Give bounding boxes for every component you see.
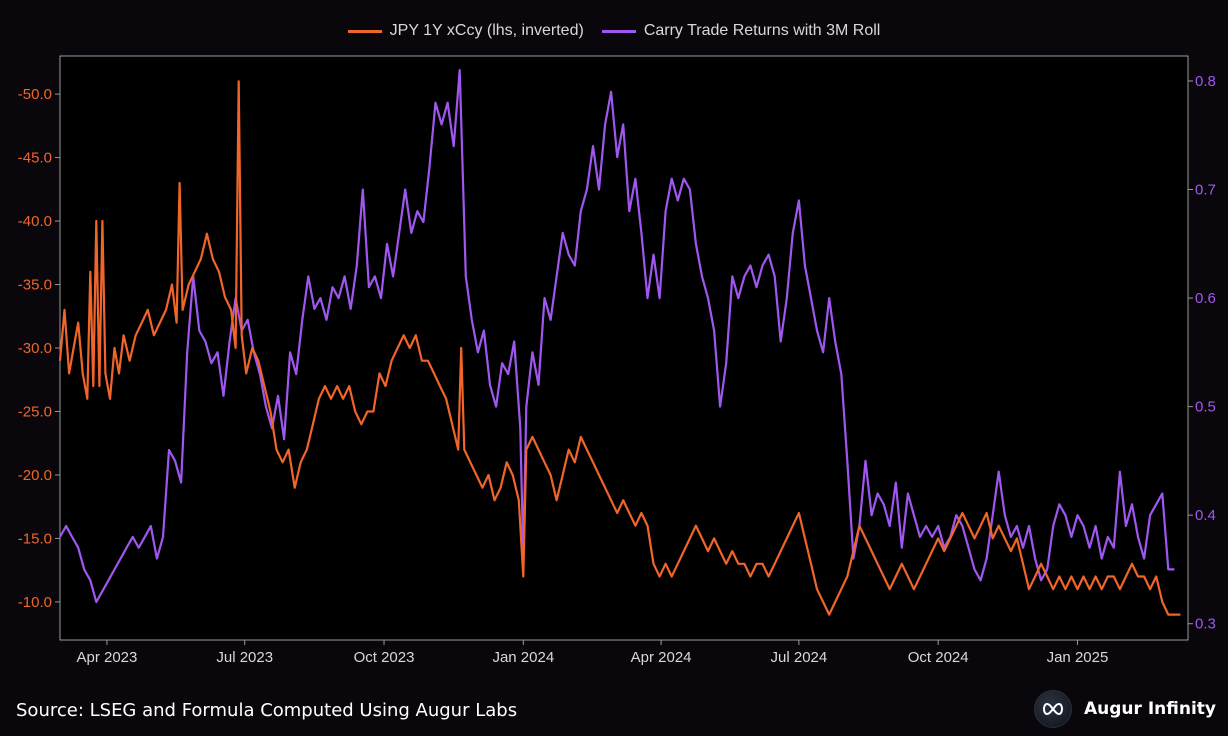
series-line-carry-returns <box>59 68 1175 604</box>
right-axis: 0.3 0.4 0.5 0.6 0.7 0.8 <box>1188 73 1216 633</box>
left-tick-label: -30.0 <box>18 340 52 357</box>
legend-swatch-carry <box>601 29 636 33</box>
plot-frame <box>59 55 1189 641</box>
left-tick-label: -25.0 <box>18 403 52 420</box>
infinity-logo-icon <box>1034 690 1072 728</box>
right-tick-label: 0.4 <box>1195 507 1216 524</box>
x-tick-label: Jan 2024 <box>492 649 554 666</box>
legend-swatch-jpy <box>347 29 382 33</box>
x-tick-label: Jan 2025 <box>1047 649 1109 666</box>
x-tick-label: Apr 2024 <box>631 649 692 666</box>
right-tick-label: 0.7 <box>1195 182 1216 199</box>
legend: JPY 1Y xCcy (lhs, inverted) Carry Trade … <box>0 22 1228 40</box>
right-tick-label: 0.8 <box>1195 73 1216 90</box>
right-tick-label: 0.6 <box>1195 290 1216 307</box>
series-line-jpy-xccy <box>58 80 1181 616</box>
right-tick-label: 0.3 <box>1195 616 1216 633</box>
source-note: Source: LSEG and Formula Computed Using … <box>16 700 518 721</box>
left-tick-label: -40.0 <box>18 213 52 230</box>
x-tick-label: Apr 2023 <box>76 649 137 666</box>
left-axis: -50.0 -45.0 -40.0 -35.0 -30.0 -25.0 -20.0 -15.0… <box>18 86 60 611</box>
series-layer <box>58 68 1181 616</box>
right-tick-label: 0.5 <box>1195 399 1216 416</box>
brand: Augur Infinity <box>1034 690 1216 728</box>
x-tick-label: Oct 2023 <box>354 649 415 666</box>
legend-label-jpy: JPY 1Y xCcy (lhs, inverted) <box>389 22 584 39</box>
left-tick-label: -10.0 <box>18 594 52 611</box>
legend-label-carry: Carry Trade Returns with 3M Roll <box>643 22 881 39</box>
x-tick-label: Jul 2023 <box>216 649 273 666</box>
left-tick-label: -35.0 <box>18 277 52 294</box>
x-tick-label: Oct 2024 <box>908 649 969 666</box>
brand-name: Augur Infinity <box>1084 699 1216 719</box>
left-tick-label: -50.0 <box>18 86 52 103</box>
left-tick-label: -15.0 <box>18 530 52 547</box>
left-tick-label: -20.0 <box>18 467 52 484</box>
legend-item-carry: Carry Trade Returns with 3M Roll <box>601 22 881 40</box>
x-axis: Apr 2023 Jul 2023 Oct 2023 Jan 2024 Apr 2024… <box>76 640 1108 666</box>
legend-item-jpy: JPY 1Y xCcy (lhs, inverted) <box>347 22 584 40</box>
x-tick-label: Jul 2024 <box>771 649 828 666</box>
left-tick-label: -45.0 <box>18 150 52 167</box>
